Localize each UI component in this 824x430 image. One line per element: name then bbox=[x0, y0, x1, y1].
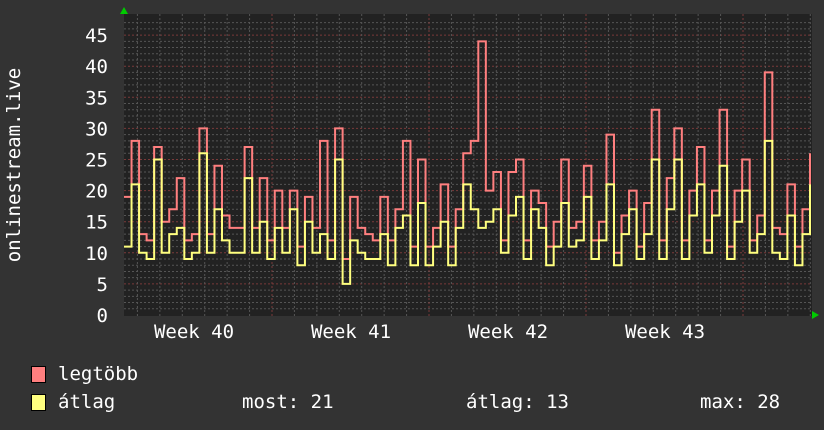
y-tick-label: 20 bbox=[85, 181, 108, 203]
x-tick-label: Week 43 bbox=[625, 321, 705, 343]
legend-now-value: most: 21 bbox=[242, 391, 334, 413]
x-axis: Week 40 Week 41 Week 42 Week 43 bbox=[154, 321, 705, 343]
y-tick-label: 45 bbox=[85, 25, 108, 47]
y-axis-label: onlinestream.live bbox=[3, 68, 25, 262]
series-lines bbox=[124, 40, 811, 285]
y-tick-label: 10 bbox=[85, 243, 108, 265]
x-tick-label: Week 41 bbox=[311, 321, 391, 343]
y-tick-label: 40 bbox=[85, 56, 108, 78]
chart: 0 5 10 15 20 25 30 35 40 45 Week 40 Week 41 Week 42… bbox=[3, 7, 819, 343]
series-line-avg bbox=[124, 139, 811, 285]
y-tick-label: 5 bbox=[97, 274, 108, 296]
y-axis-arrow-icon bbox=[120, 7, 128, 14]
legend-max-label: legtöbb bbox=[58, 363, 139, 385]
y-tick-label: 15 bbox=[85, 212, 108, 234]
y-tick-label: 30 bbox=[85, 118, 108, 140]
legend-swatch-avg bbox=[31, 394, 46, 411]
y-tick-label: 35 bbox=[85, 87, 108, 109]
legend-average-value: átlag: 13 bbox=[466, 391, 569, 413]
y-axis: 0 5 10 15 20 25 30 35 40 45 bbox=[85, 25, 108, 327]
x-tick-label: Week 42 bbox=[468, 321, 548, 343]
x-tick-label: Week 40 bbox=[154, 321, 234, 343]
legend-avg-label: átlag bbox=[58, 391, 116, 413]
legend-max-value: max: 28 bbox=[700, 391, 781, 413]
y-tick-label: 25 bbox=[85, 150, 108, 172]
x-axis-arrow-icon bbox=[812, 311, 819, 319]
legend-swatch-max bbox=[31, 366, 46, 383]
y-tick-label: 0 bbox=[97, 305, 108, 327]
